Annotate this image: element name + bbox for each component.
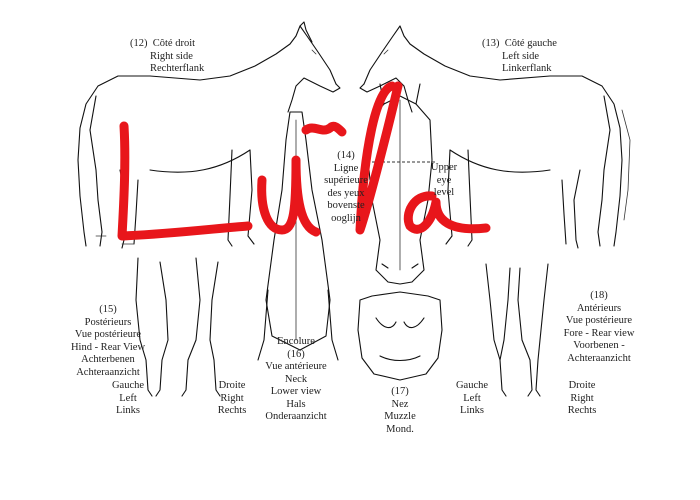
neck-line-2: Vue antérieure: [265, 361, 327, 372]
fore-right-line-1: Droite: [568, 380, 596, 391]
label-hind-right: Droite Right Rechts: [212, 380, 252, 418]
fore-line-3: Fore - Rear view: [563, 327, 635, 339]
upper-eye-line-2: eye: [436, 174, 452, 186]
neck-line-5: Hals: [286, 398, 306, 410]
hind-line-1: Postérieurs: [84, 316, 132, 328]
label-neck-view: Encolure (16) Vue antérieure Neck Lower …: [256, 336, 336, 424]
label-left-side: (13) Côté gauche Left side Linkerflank: [482, 38, 557, 76]
horse-hind-legs-drawing: [135, 257, 221, 397]
fore-line-4: Voorbenen -: [573, 340, 625, 351]
hind-right-line-3: Rechts: [217, 405, 247, 416]
view-number: (15): [99, 304, 117, 315]
label-hind-left: Gauche Left Links: [108, 380, 148, 418]
fore-line-5: Achteraanzicht: [567, 352, 631, 364]
horse-left-side-drawing: [359, 25, 631, 249]
label-upper-eye-level: Upper eye level: [428, 162, 460, 200]
neck-line-4: Lower view: [270, 386, 322, 397]
hind-right-line-1: Droite: [218, 380, 246, 391]
fore-left-line-2: Left: [463, 392, 481, 404]
view-number: (17): [391, 386, 409, 397]
muzzle-line-1: Nez: [391, 398, 409, 410]
label-fore-left: Gauche Left Links: [452, 380, 492, 418]
hind-line-5: Achteraanzicht: [76, 366, 140, 378]
view-number: (18): [590, 290, 608, 301]
label-eye-line: (14) Ligne supérieure des yeux bovenste …: [318, 150, 374, 225]
eye-line-line-3: des yeux: [327, 187, 365, 199]
hind-line-4: Achterbenen: [81, 354, 135, 365]
eye-line-line-2: supérieure: [324, 175, 368, 186]
left-side-line-2: Left side: [502, 50, 540, 62]
view-number: (12): [130, 38, 148, 49]
fore-line-1: Antérieurs: [576, 302, 622, 314]
label-hind-view: (15) Postérieurs Vue postérieure Hind - …: [62, 304, 154, 379]
right-side-line-1: Côté droit: [152, 38, 196, 49]
neck-line-1: Encolure: [277, 336, 315, 347]
fore-right-line-3: Rechts: [567, 405, 597, 416]
right-side-line-2: Right side: [150, 50, 193, 62]
muzzle-line-3: Mond.: [386, 423, 414, 435]
horse-muzzle-drawing: [357, 291, 443, 381]
eye-line-line-4: bovenste: [327, 200, 365, 211]
label-muzzle-view: (17) Nez Muzzle Mond.: [376, 386, 424, 436]
label-fore-view: (18) Antérieurs Vue postérieure Fore - R…: [552, 290, 646, 365]
neck-line-6: Onderaanzicht: [265, 411, 327, 422]
hind-right-line-2: Right: [220, 392, 244, 404]
upper-eye-line-1: Upper: [430, 162, 458, 173]
view-number: (14): [337, 150, 355, 161]
fore-right-line-2: Right: [570, 392, 594, 404]
hind-left-line-3: Links: [116, 405, 140, 416]
hind-line-3: Hind - Rear View: [70, 341, 146, 353]
view-number: (13): [482, 38, 500, 49]
horse-right-side-drawing: [77, 21, 341, 249]
left-side-line-3: Linkerflank: [502, 63, 552, 74]
left-side-line-1: Côté gauche: [504, 38, 557, 49]
muzzle-line-2: Muzzle: [384, 411, 416, 422]
fore-line-2: Vue postérieure: [565, 315, 633, 326]
horse-fore-legs-drawing: [485, 263, 549, 397]
label-fore-right: Droite Right Rechts: [562, 380, 602, 418]
red-handwritten-overlay: [117, 81, 491, 241]
neck-line-3: Neck: [284, 373, 308, 385]
hind-left-line-2: Left: [119, 392, 137, 404]
right-side-line-3: Rechterflank: [150, 63, 205, 74]
fore-left-line-1: Gauche: [455, 380, 489, 391]
eye-line-line-1: Ligne: [333, 162, 359, 174]
hind-left-line-1: Gauche: [111, 380, 145, 391]
hind-line-2: Vue postérieure: [74, 329, 142, 340]
fore-left-line-3: Links: [460, 405, 484, 416]
label-right-side: (12) Côté droit Right side Rechterflank: [130, 38, 204, 76]
eye-line-line-5: ooglijn: [331, 212, 361, 224]
upper-eye-line-3: level: [433, 187, 455, 198]
view-number: (16): [287, 348, 305, 360]
